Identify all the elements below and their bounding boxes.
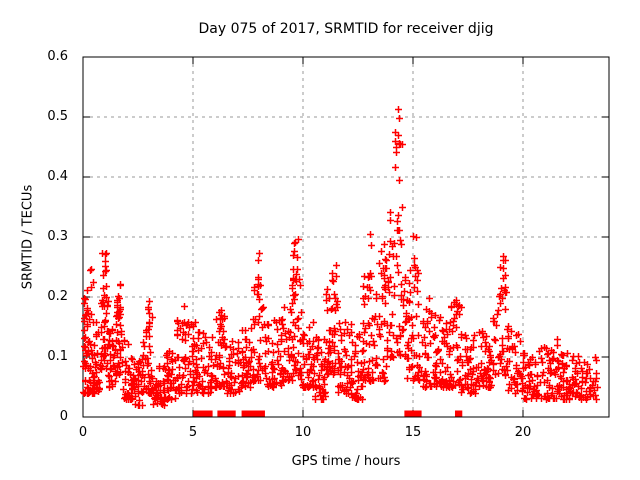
x-tick-label: 15	[404, 425, 422, 440]
zero-value-run	[412, 410, 422, 417]
y-tick-label: 0.1	[47, 349, 68, 364]
zero-value-run	[250, 410, 260, 417]
zero-value-run	[226, 410, 236, 417]
y-tick-label: 0.2	[47, 289, 68, 304]
x-tick-label: 20	[514, 425, 532, 440]
x-tick-label: 5	[188, 425, 198, 440]
y-tick-label: 0.5	[47, 109, 68, 124]
zero-value-run	[404, 410, 414, 417]
x-tick-label: 10	[294, 425, 312, 440]
zero-value-run	[241, 410, 252, 417]
chart-title: Day 075 of 2017, SRMTID for receiver dji…	[198, 21, 494, 37]
zero-value-run	[259, 410, 265, 417]
y-tick-label: 0.3	[47, 229, 68, 244]
zero-value-run	[201, 410, 213, 417]
scatter-points-series	[80, 106, 601, 409]
zero-value-run	[217, 410, 227, 417]
zero-value-run	[193, 410, 204, 417]
x-axis-title: GPS time / hours	[291, 454, 401, 469]
zero-value-run	[454, 410, 463, 417]
y-tick-label: 0	[59, 409, 68, 424]
y-tick-label: 0.4	[47, 169, 68, 184]
y-tick-label: 0.6	[47, 49, 68, 64]
x-tick-label: 0	[78, 425, 88, 440]
